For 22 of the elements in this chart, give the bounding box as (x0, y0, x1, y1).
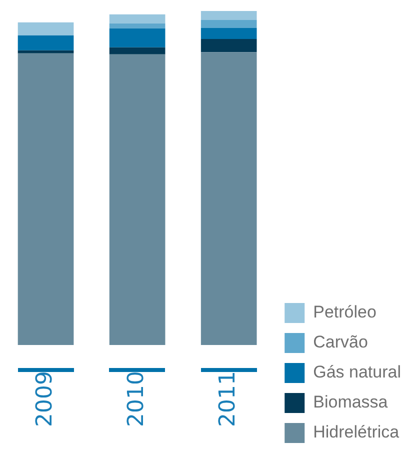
bar (200, 28, 257, 40)
bar (18, 22, 74, 36)
x-tick-label: 2011 (216, 371, 241, 428)
bar (109, 28, 166, 48)
x-tick-label: 2010 (124, 371, 150, 428)
bar (18, 35, 74, 50)
bar (200, 11, 257, 20)
x-tick-label: 2009 (32, 371, 58, 428)
legend-label: Petróleo (313, 302, 376, 322)
bar (109, 47, 166, 54)
legend-label: Biomassa (313, 392, 388, 412)
bar (109, 23, 166, 28)
bar (200, 52, 257, 346)
bar (18, 53, 74, 346)
bar (109, 54, 166, 346)
bar (200, 20, 257, 28)
legend-label: Carvão (313, 332, 368, 352)
bar (109, 14, 166, 24)
bar (200, 39, 257, 52)
legend-label: Gás natural (313, 362, 402, 382)
bar (18, 50, 74, 54)
legend-label: Hidrelétrica (313, 422, 400, 442)
